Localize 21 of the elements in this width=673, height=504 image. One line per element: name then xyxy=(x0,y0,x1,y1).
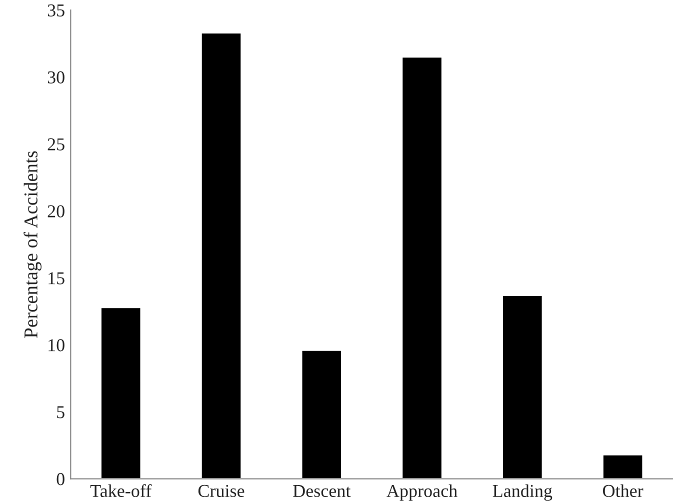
bar xyxy=(502,294,544,479)
y-tick-label: 10 xyxy=(48,339,64,352)
bar xyxy=(300,350,342,479)
bar xyxy=(100,306,142,479)
x-tick-label: Take-off xyxy=(90,484,152,498)
x-tick-label: Other xyxy=(602,484,644,498)
y-axis-title: Percentage of Accidents xyxy=(24,151,42,338)
bar xyxy=(602,454,644,479)
y-tick-label: 30 xyxy=(48,71,64,84)
y-tick-label: 20 xyxy=(48,205,64,218)
bar xyxy=(401,56,443,479)
y-tick-label: 5 xyxy=(57,406,64,418)
bar xyxy=(200,32,242,479)
y-tick-label: 15 xyxy=(48,272,64,284)
x-tick-label: Landing xyxy=(492,484,552,501)
x-tick-label: Approach xyxy=(386,484,458,501)
y-tick-label: 35 xyxy=(48,4,64,17)
x-tick-label: Cruise xyxy=(198,484,244,498)
y-tick-label: 25 xyxy=(48,138,64,150)
x-tick-label: Descent xyxy=(293,485,351,498)
y-tick-label: 0 xyxy=(56,473,64,486)
